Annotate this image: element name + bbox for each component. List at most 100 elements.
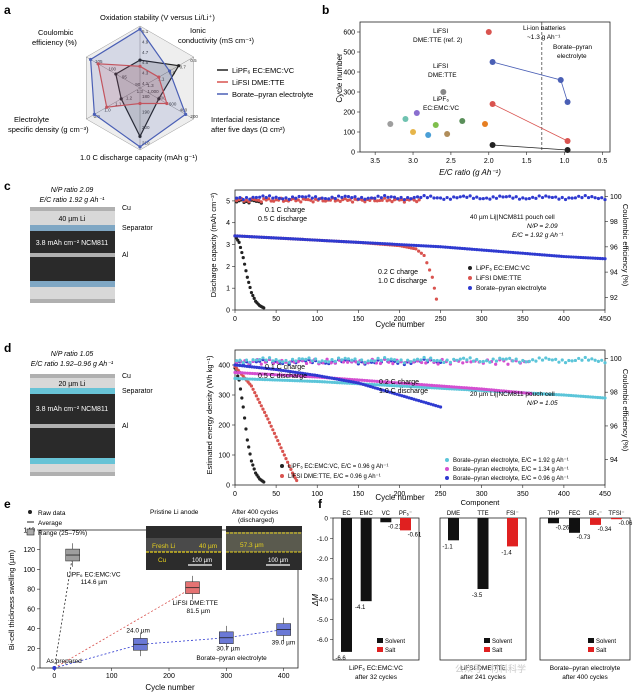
capacity-data-point [235,234,240,238]
capacity-ce-point [387,198,392,202]
energy-legend: LiPF₆ EC:EMC:VC, E/C = 0.96 g Ah⁻¹ LiFSI… [280,458,569,482]
energy-data-point [437,386,441,390]
capacity-data-point [586,256,590,260]
energy-data-point [343,381,347,385]
energy-ce-point [244,358,249,362]
energy-data-point [417,385,421,389]
energy-data-point [253,377,257,381]
energy-data-point [235,363,240,367]
energy-data-point [407,396,411,400]
capacity-cellinfo-0: 40 µm Li||NCM811 pouch cell [470,214,555,221]
capacity-data-point [405,243,409,247]
energy-data-point [419,399,423,403]
energy-xtick-label: 250 [435,491,447,498]
radar-tick-label: 1.0 [104,108,111,113]
capacity-data-point [395,242,399,247]
mass-group-caption: Borate–pyran electrolyte [550,665,621,672]
li-thickness-d: 20 µm Li [59,381,86,388]
capacity-ce-point [373,196,377,200]
energy-ce-point [432,359,436,363]
capacity-data-point [378,241,382,246]
mass-component-label: TFSI⁻ [608,511,624,517]
swelling-legend: Raw data Average Range (25–75%) [26,510,87,537]
swelling-label-asprepared: As prepared [46,658,82,665]
capacity-data-point [579,255,583,260]
energy-data-point [275,378,279,382]
swelling-label-lipf6: LiPF₆ EC:EMC:VC [67,571,121,578]
energy-data-point [581,394,585,399]
energy-ce-point [506,362,510,366]
energy-ce-point [550,358,554,362]
capacity-data-point [233,234,237,238]
capacity-data-point [400,243,404,247]
capacity-data-point [272,236,276,240]
swelling-ytick-label: 60 [27,606,35,613]
scatter-annotation-borate: Borate–pyran [553,44,592,51]
capacity-data-point [509,250,513,254]
energy-data-point [529,391,533,396]
energy-data-point [494,388,499,392]
energy-data-point [327,376,331,380]
energy-data-point [268,378,272,382]
energy-data-point [247,364,252,369]
mass-group-frame [332,517,420,661]
energy-ytick-right-label: 100 [610,356,622,363]
inset-title-cycled: After 400 cycles [232,509,279,516]
energy-data-point [559,393,563,397]
energy-data-point [427,386,431,390]
energy-data-point [240,364,244,368]
mass-bar [400,518,411,531]
capacity-ce-point [350,196,354,200]
al-foil-d [30,424,115,428]
radar-axis-label-resistance: Interfacial resistance [211,115,280,124]
capacity-data-point [552,254,556,258]
swelling-asprepared-point [52,666,57,670]
mass-group-caption: LiPF₆ EC:EMC:VC [349,665,403,672]
energy-ce-point [461,361,465,365]
energy-ce-point [583,355,587,360]
capacity-data-point [339,239,344,244]
swelling-ylabel: Bi-cell thickness swelling (µm) [7,549,16,650]
capacity-data-point [448,245,452,250]
inset-fresh-li: Fresh Li [152,543,175,550]
energy-data-point [435,386,439,390]
capacity-ce-point [475,195,479,199]
radar-point [114,72,118,76]
energy-ce-point [366,359,370,363]
radar-tick-label: 5.1 [142,29,149,34]
energy-data-point [504,389,508,393]
capacity-ce-point [547,195,551,199]
capacity-data-point [274,236,278,240]
energy-data-point [318,374,322,378]
capacity-data-point [286,237,290,241]
capacity-ce-point [491,195,495,199]
energy-data-point [412,382,416,386]
radar-tick-label: 180 [142,94,150,99]
capacity-ce-point [501,195,505,199]
energy-data-point [383,389,387,393]
energy-data-point [277,442,281,446]
energy-ce-point [455,358,459,362]
capacity-ce-point [544,194,548,198]
capacity-ce-point [348,198,352,202]
energy-ce-point [363,360,367,364]
capacity-xlabel: Cycle number [375,320,425,329]
capacity-ce-point [254,195,258,200]
scatter-ytick-label: 100 [343,130,355,137]
capacity-legend-swatch-2 [468,286,472,290]
mass-component-label: EMC [359,511,373,517]
energy-ce-point [271,359,275,363]
energy-data-point [269,367,273,371]
energy-data-point [267,421,272,425]
capacity-ce-point [307,194,311,198]
mass-legend-salt-swatch [377,647,383,652]
capacity-ce-point [304,197,308,202]
cu-foil-top-d [30,374,115,378]
energy-data-point [547,392,551,396]
capacity-ce-point [284,196,288,200]
capacity-frame [234,189,606,311]
energy-ce-point [241,361,245,365]
capacity-xtick-label: 0 [233,316,237,323]
capacity-data-point [506,250,510,254]
capacity-note-2: 0.2 C charge [378,269,418,276]
